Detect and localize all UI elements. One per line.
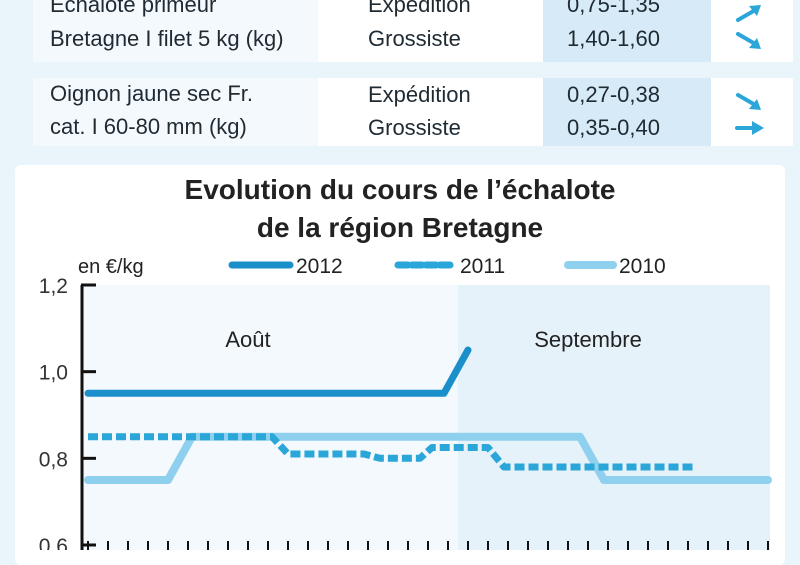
- price-value: 0,75-1,35: [567, 0, 660, 17]
- product-cell: [33, 0, 318, 62]
- table-row: [33, 78, 793, 146]
- legend-label: 2010: [619, 255, 666, 278]
- august-band: [82, 285, 458, 550]
- legend-label: 2011: [460, 255, 505, 278]
- september-band: [458, 285, 770, 550]
- product-cell: [33, 78, 318, 146]
- series-line-2010: [84, 432, 772, 484]
- stage-label: Expédition: [368, 0, 471, 17]
- period-label: Septembre: [534, 327, 642, 352]
- table-row: [33, 0, 793, 62]
- chart-title-line2: de la région Bretagne: [256, 212, 544, 243]
- y-tick-label: 1,2: [39, 275, 68, 298]
- trend-stable-icon: [735, 121, 764, 135]
- y-tick-label: 0,6: [39, 535, 68, 550]
- trend-down-icon: [736, 93, 761, 110]
- chart-title-line1: Evolution du cours de l’échalote: [184, 174, 616, 205]
- price-value: 1,40-1,60: [567, 26, 660, 51]
- series-line-2012: [84, 346, 472, 397]
- period-label: Août: [225, 327, 270, 352]
- price-cell: [543, 0, 711, 62]
- stage-label: Grossiste: [368, 115, 461, 140]
- y-tick-label: 0,8: [39, 448, 68, 471]
- stage-label: Expédition: [368, 82, 471, 107]
- product-name-line1: Échalote primeur: [50, 0, 217, 17]
- price-value: 0,27-0,38: [567, 82, 660, 107]
- y-tick-label: 1,0: [39, 362, 68, 385]
- price-table: Échalote primeur Bretagne I filet 5 kg (…: [0, 0, 800, 150]
- stage-label: Grossiste: [368, 26, 461, 51]
- price-value: 0,35-0,40: [567, 115, 660, 140]
- trend-down-icon: [736, 32, 761, 49]
- y-axis-label: en €/kg: [78, 256, 144, 278]
- line-chart: 0,6 0,8 1,0 1,2 en €/kg 2012 2011 2010 Août Se…: [39, 255, 772, 550]
- trend-up-icon: [736, 5, 761, 22]
- product-name-line2: Bretagne I filet 5 kg (kg): [50, 26, 284, 51]
- legend-label: 2012: [296, 255, 343, 278]
- product-name-line2: cat. I 60-80 mm (kg): [50, 114, 247, 139]
- price-cell: [543, 78, 711, 146]
- product-name-line1: Oignon jaune sec Fr.: [50, 81, 254, 106]
- series-line-2011: [88, 433, 696, 471]
